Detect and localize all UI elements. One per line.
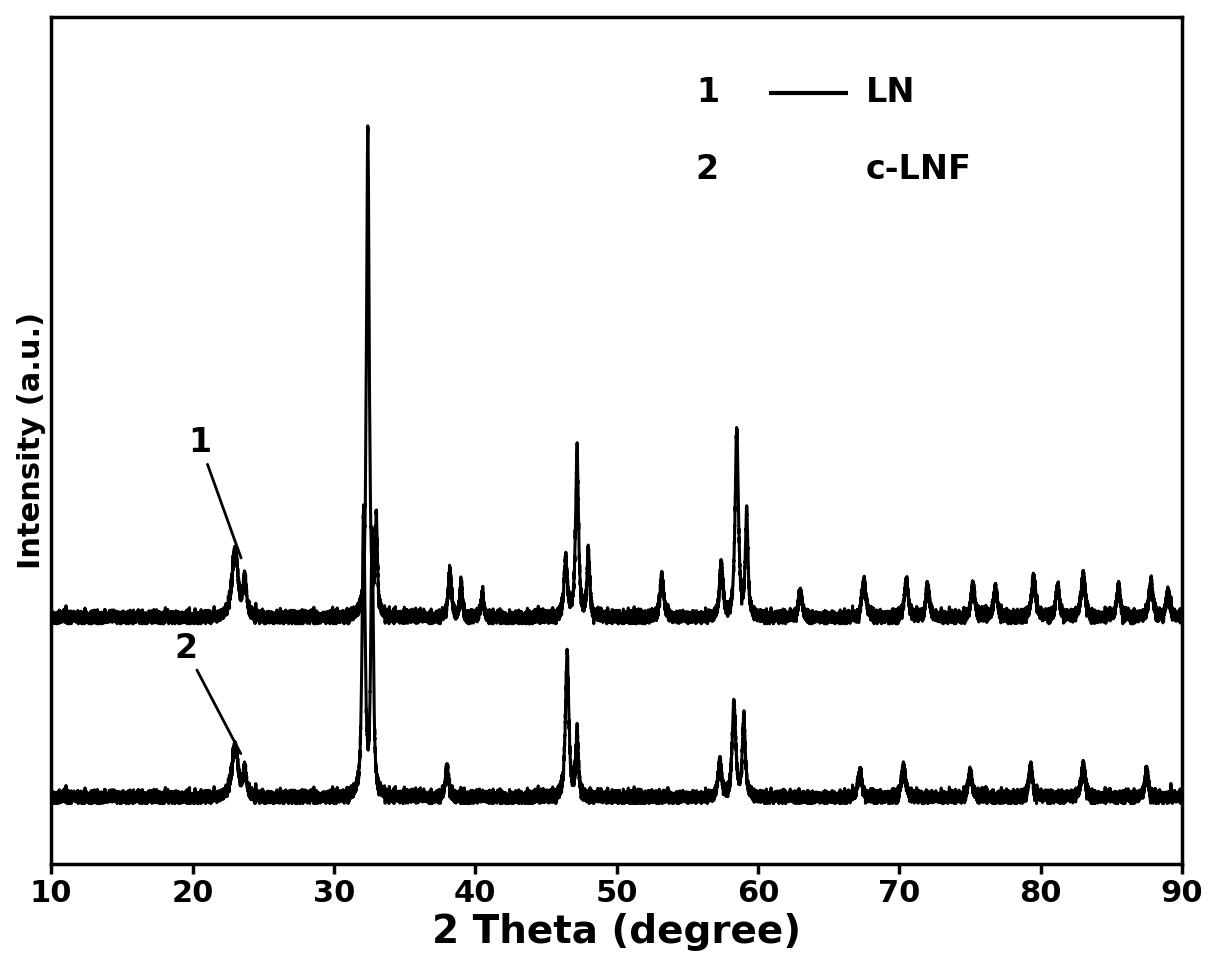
Text: c-LNF: c-LNF xyxy=(865,153,971,186)
Text: 1: 1 xyxy=(188,426,242,558)
Y-axis label: Intensity (a.u.): Intensity (a.u.) xyxy=(17,312,45,569)
Text: 1: 1 xyxy=(695,76,719,109)
Text: 2: 2 xyxy=(695,153,719,186)
Text: 2: 2 xyxy=(174,632,240,754)
X-axis label: 2 Theta (degree): 2 Theta (degree) xyxy=(432,914,802,952)
Text: LN: LN xyxy=(865,76,915,109)
